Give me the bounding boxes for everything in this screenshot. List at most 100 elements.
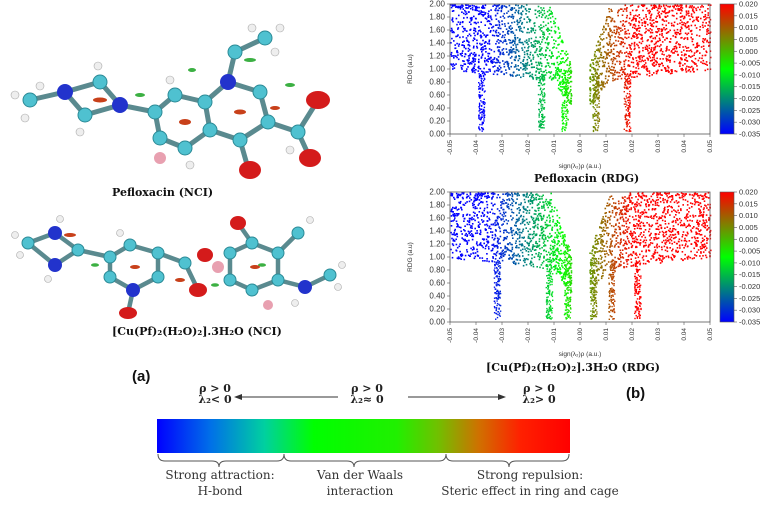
scatter-point: [707, 24, 709, 27]
scatter-point: [480, 36, 482, 39]
spike-point: [598, 91, 600, 93]
scatter-point: [663, 201, 665, 204]
spike-point: [481, 127, 483, 129]
scatter-point: [550, 192, 552, 195]
spike-point: [593, 89, 596, 91]
scatter-point: [652, 217, 655, 220]
scatter-point: [550, 79, 553, 81]
spike-point: [598, 117, 600, 119]
spike-point: [561, 76, 563, 78]
scatter-point: [621, 42, 623, 44]
scatter-point: [653, 65, 655, 67]
scatter-point: [684, 234, 687, 236]
scatter-point: [539, 43, 542, 45]
scatter-point: [637, 27, 640, 30]
scatter-point: [551, 267, 553, 269]
scatter-point: [666, 195, 668, 197]
scatter-point: [623, 8, 626, 10]
scatter-point: [648, 29, 650, 32]
scatter-point: [648, 75, 651, 77]
scatter-point: [603, 25, 605, 28]
scatter-point: [653, 253, 656, 255]
scatter-point: [556, 228, 559, 231]
scatter-point: [657, 12, 659, 15]
scatter-point: [545, 219, 548, 222]
scatter-point: [565, 70, 567, 72]
scatter-point: [557, 268, 560, 271]
scatter-point: [474, 207, 476, 210]
scatter-point: [591, 66, 593, 69]
spike-point: [565, 127, 567, 129]
scatter-point: [677, 43, 680, 45]
spike-point: [537, 84, 540, 87]
scatter-point: [664, 198, 666, 201]
scatter-point: [520, 30, 523, 32]
spike-point: [597, 125, 600, 127]
scatter-point: [639, 212, 642, 214]
scatter-point: [686, 225, 689, 227]
scatter-point: [703, 48, 705, 50]
scatter-point: [617, 14, 619, 17]
scatter-point: [603, 260, 606, 262]
scatter-point: [538, 244, 541, 246]
scatter-point: [595, 234, 598, 237]
scatter-point: [568, 73, 571, 76]
scatter-point: [520, 202, 522, 204]
scatter-point: [523, 257, 526, 260]
scatter-point: [461, 233, 463, 235]
scatter-point: [605, 250, 607, 252]
scatter-point: [655, 20, 657, 23]
scatter-point: [567, 256, 570, 259]
scatter-point: [608, 232, 610, 235]
scatter-point: [522, 10, 524, 13]
scatter-point: [551, 15, 554, 18]
scatter-point: [474, 54, 477, 56]
scatter-point: [475, 17, 477, 20]
scatter-point: [621, 37, 623, 40]
scatter-point: [665, 57, 667, 60]
scatter-point: [604, 75, 607, 77]
scatter-point: [618, 202, 620, 205]
scatter-point: [476, 214, 478, 216]
scatter-point: [648, 72, 651, 74]
scatter-point: [497, 194, 499, 196]
scatter-point: [514, 40, 516, 43]
scatter-point: [467, 66, 469, 68]
scatter-point: [452, 68, 454, 70]
scatter-point: [618, 226, 621, 229]
scatter-point: [472, 68, 474, 70]
scatter-point: [514, 193, 516, 195]
spike-point: [484, 90, 486, 92]
scatter-point: [629, 201, 631, 203]
scatter-point: [525, 10, 528, 12]
spike-point: [561, 111, 563, 113]
scatter-point: [533, 22, 535, 25]
spike-point: [564, 107, 567, 109]
scatter-point: [660, 49, 662, 52]
scatter-point: [522, 73, 525, 75]
scatter-point: [675, 249, 677, 252]
scatter-point: [472, 61, 475, 63]
scatter-point: [533, 220, 535, 223]
scatter-point: [541, 236, 544, 239]
scatter-point: [565, 246, 567, 249]
scatter-point: [469, 234, 472, 236]
scatter-point: [455, 35, 457, 38]
scatter-point: [669, 29, 671, 32]
spike-point: [542, 113, 544, 116]
scatter-point: [688, 15, 690, 17]
scatter-point: [596, 281, 598, 284]
scatter-point: [550, 51, 553, 53]
scatter-point: [452, 20, 454, 23]
scatter-point: [499, 61, 501, 64]
scatter-point: [497, 61, 500, 63]
scatter-point: [653, 48, 656, 51]
scatter-point: [516, 49, 519, 51]
spike-point: [542, 115, 544, 117]
spike-point: [564, 93, 567, 95]
spike-point: [563, 117, 566, 119]
scatter-point: [462, 197, 464, 200]
scatter-point: [702, 255, 704, 257]
scatter-point: [526, 206, 529, 208]
scatter-point: [545, 198, 548, 201]
